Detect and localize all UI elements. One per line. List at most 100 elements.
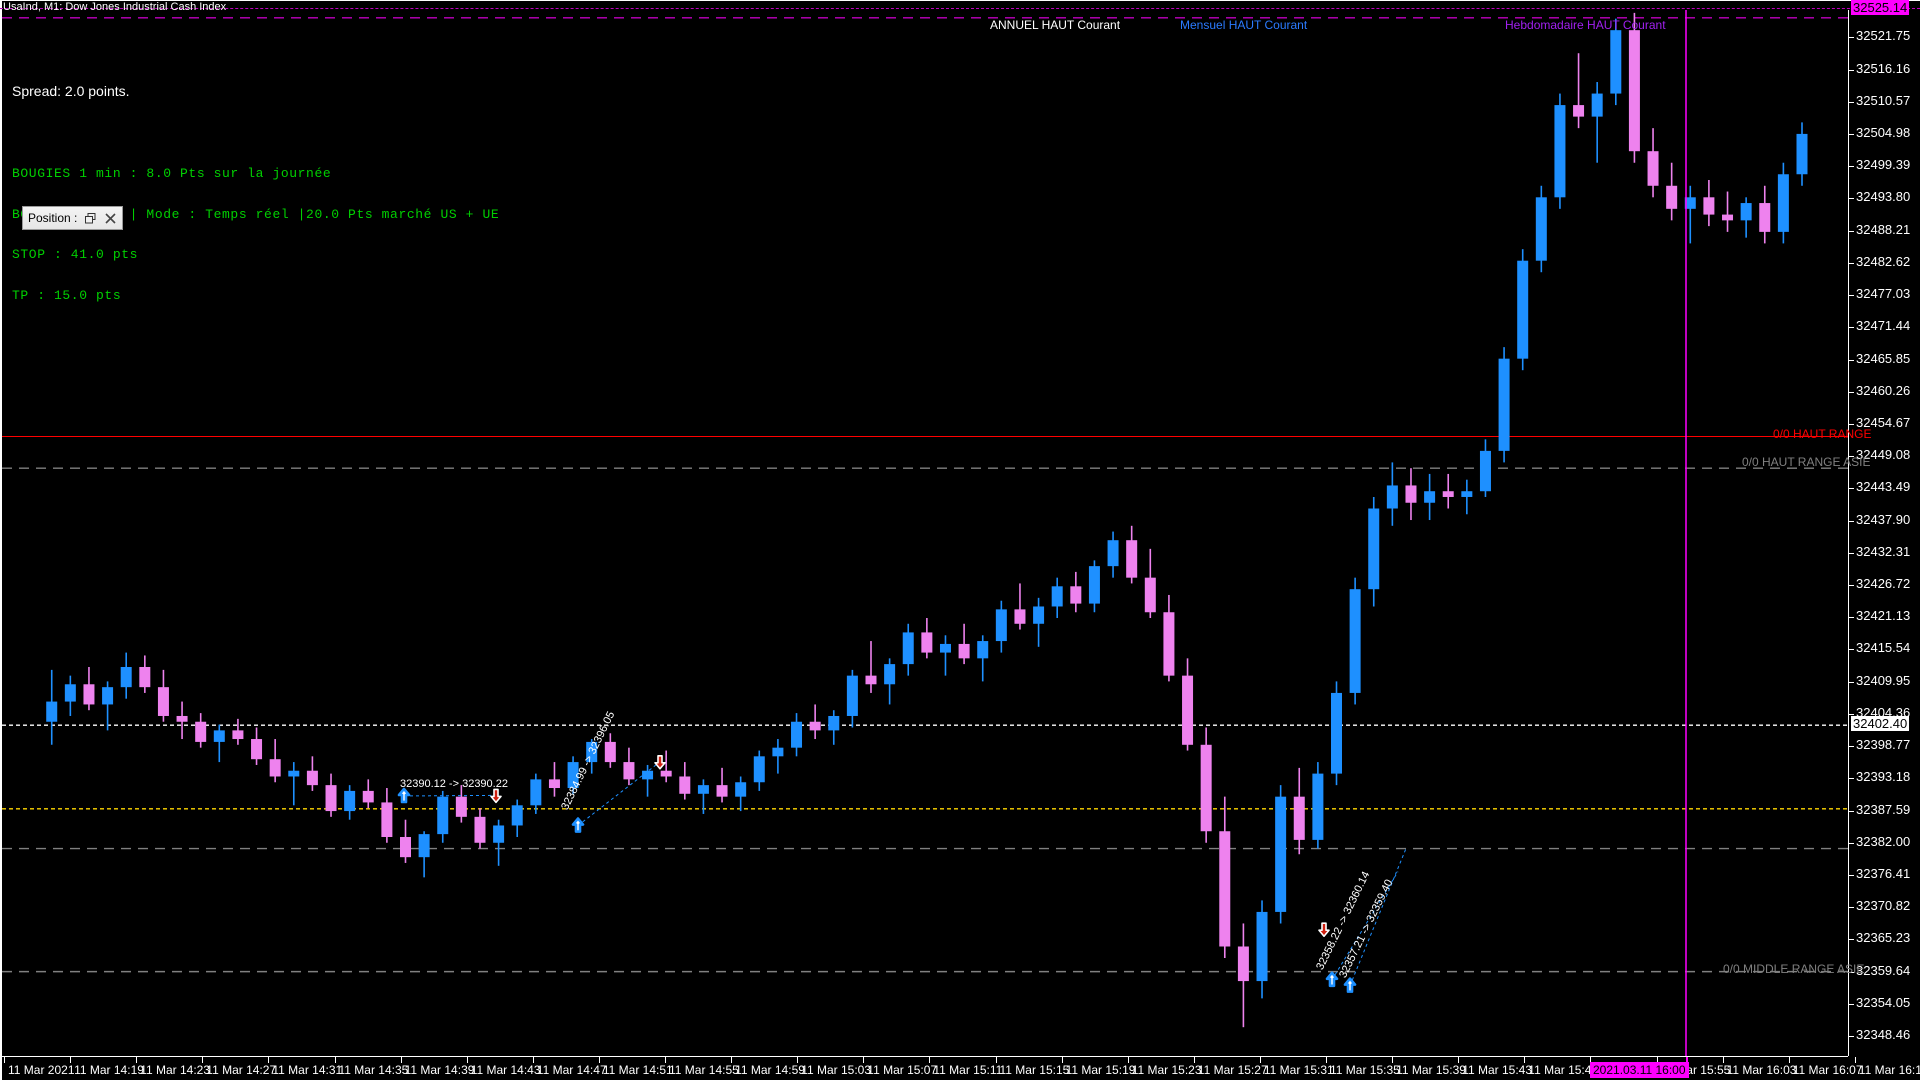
candle-body	[1554, 105, 1566, 198]
ea-line-4: TP : 15.0 pts	[12, 287, 122, 303]
time-tick-mark	[136, 1057, 138, 1063]
price-tick-mark	[1849, 842, 1854, 844]
price-tick-mark	[1849, 166, 1854, 168]
time-tick-label: 11 Mar 15:39	[1396, 1063, 1466, 1077]
price-tick-mark	[1849, 456, 1854, 458]
time-tick-label: 11 Mar 14:31	[272, 1063, 343, 1077]
candle-body	[604, 741, 616, 763]
candle-body	[772, 747, 784, 757]
candle-body	[1200, 744, 1212, 832]
overlay-level-label-0: 0/0 HAUT RANGE	[1773, 427, 1872, 441]
price-tick-label: 32493.80	[1856, 189, 1911, 205]
candle-body	[1740, 203, 1752, 221]
time-tick-label: 11 Mar 14:59	[735, 1063, 805, 1077]
close-icon[interactable]	[104, 212, 117, 225]
candle-body	[735, 782, 747, 797]
price-tick-label: 32510.57	[1856, 92, 1911, 108]
time-tick-mark	[1127, 1057, 1129, 1063]
restore-icon[interactable]	[84, 212, 97, 225]
time-tick-label: 11 Mar 15:35	[1330, 1063, 1400, 1077]
price-tick-mark	[1849, 69, 1854, 71]
candle-body	[1722, 214, 1734, 221]
candle-body	[269, 759, 281, 777]
time-tick-mark	[995, 1057, 997, 1063]
candle-body	[288, 770, 300, 777]
time-tick-mark	[1458, 1057, 1460, 1063]
candle-body	[1144, 577, 1156, 613]
overlay-level-label-1: 0/0 HAUT RANGE ASIE	[1742, 455, 1871, 469]
time-tick-mark	[1193, 1057, 1195, 1063]
candle-body	[1107, 540, 1119, 567]
time-tick-label: 11 Mar 14:39	[404, 1063, 475, 1077]
position-panel-label: Position :	[28, 211, 78, 225]
candle-body	[1461, 491, 1473, 497]
price-tick-mark	[1849, 552, 1854, 554]
candle-body	[362, 790, 374, 803]
candle-body	[306, 770, 318, 786]
time-tick-label: 11 Mar 14:43	[470, 1063, 541, 1077]
time-tick-mark	[268, 1057, 270, 1063]
candle-body	[83, 684, 95, 705]
time-tick-mark	[202, 1057, 204, 1063]
time-tick-label: 11 Mar 15:23	[1131, 1063, 1202, 1077]
candle-body	[567, 762, 579, 789]
ea-line-3: STOP : 41.0 pts	[12, 247, 139, 262]
time-tick-mark	[863, 1057, 865, 1063]
candle-body	[660, 770, 672, 777]
price-tick-label: 32443.49	[1856, 479, 1911, 495]
candle-body	[828, 715, 840, 731]
price-tick-mark	[1849, 874, 1854, 876]
candles	[46, 12, 1808, 1028]
time-tick-mark	[1061, 1057, 1063, 1063]
candle-body	[623, 762, 635, 780]
time-tick-mark	[1259, 1057, 1261, 1063]
candle-body	[1256, 911, 1268, 982]
time-tick-mark	[1656, 1057, 1658, 1063]
price-tick-mark	[1849, 488, 1854, 490]
candle-body	[791, 721, 803, 748]
candle-body	[977, 641, 989, 659]
price-tick-mark	[1849, 295, 1854, 297]
price-tick-label: 32382.00	[1856, 833, 1911, 849]
candle-body	[1517, 260, 1529, 359]
candle-body	[232, 730, 244, 740]
candle-body	[1126, 540, 1138, 578]
candle-body	[1759, 203, 1771, 232]
candle-body	[958, 643, 970, 659]
time-tick-mark	[1392, 1057, 1394, 1063]
candle-body	[642, 770, 654, 780]
sell-marker	[490, 788, 502, 804]
bid-price-badge: 32402.40	[1851, 716, 1910, 732]
price-tick-mark	[1849, 37, 1854, 39]
price-scale[interactable]: 32521.75 32516.16 32510.57 32504.98 32499.39…	[1848, 0, 1920, 1056]
sell-marker	[1318, 922, 1330, 938]
price-tick-label: 32376.41	[1856, 865, 1911, 881]
candle-body	[1386, 485, 1398, 509]
candle-body	[1070, 586, 1082, 604]
buy-marker	[397, 787, 411, 804]
candle-body	[1647, 151, 1659, 186]
price-tick-label: 32521.75	[1856, 28, 1911, 44]
candle-body	[455, 796, 467, 817]
price-tick-label: 32409.95	[1856, 672, 1911, 688]
spread-text: Spread: 2.0 points.	[12, 83, 130, 99]
candle-body	[1312, 773, 1324, 840]
time-tick-mark	[400, 1057, 402, 1063]
time-tick-label: 11 Mar 15:07	[867, 1063, 938, 1077]
position-panel[interactable]: Position :	[22, 206, 124, 230]
chart-plot-area[interactable]	[2, 10, 1848, 1056]
chart-title: UsaInd, M1: Dow Jones Industrial Cash In…	[3, 1, 227, 13]
time-tick-label: 11 Mar 14:35	[338, 1063, 409, 1077]
overlay-top-label-2: Hebdomadaire HAUT Courant	[1505, 18, 1666, 32]
candle-body	[1777, 174, 1789, 232]
price-tick-mark	[1849, 327, 1854, 329]
candle-body	[64, 684, 76, 702]
candle-body	[921, 632, 933, 653]
candle-body	[344, 790, 356, 812]
candle-body	[1331, 692, 1342, 774]
trade-connector	[577, 761, 661, 826]
candle-body	[902, 632, 914, 665]
time-scale[interactable]: 11 Mar 2021 11 Mar 14:19 11 Mar 14:23 11 Ma…	[2, 1056, 1920, 1080]
price-tick-mark	[1849, 134, 1854, 136]
